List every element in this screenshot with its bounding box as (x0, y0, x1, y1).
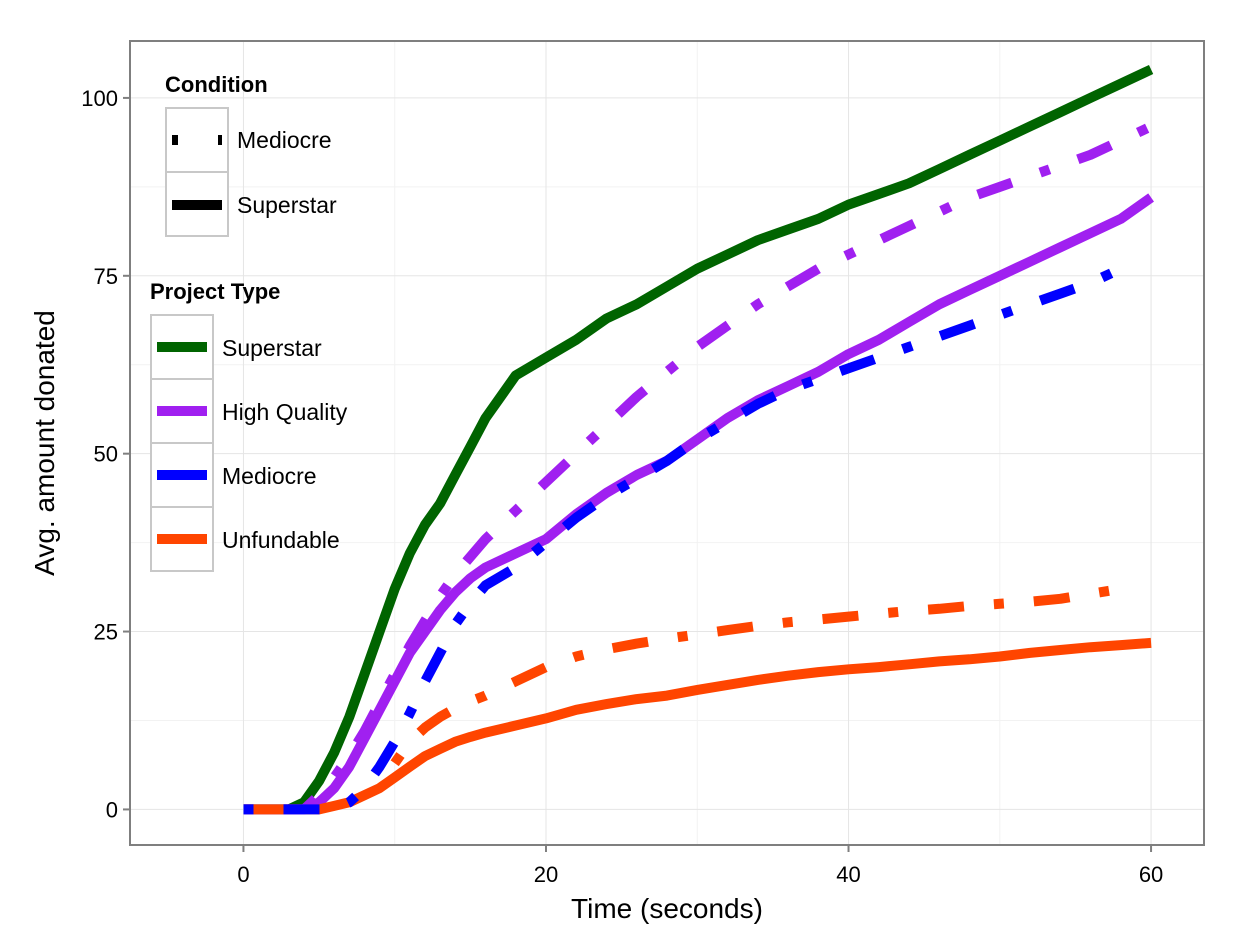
grid-lines (130, 41, 1204, 845)
series-line-mediocre-mediocre (243, 264, 1123, 815)
project-type-legend-title: Project Type (150, 279, 280, 304)
condition-legend: Condition Mediocre Superstar (165, 72, 337, 237)
x-tick-label: 0 (237, 862, 249, 887)
project-label-mediocre: Mediocre (222, 463, 317, 489)
condition-label-superstar: Superstar (237, 192, 337, 218)
x-tick-label: 20 (534, 862, 558, 887)
project-label-unfundable: Unfundable (222, 527, 340, 553)
x-tick-label: 40 (836, 862, 860, 887)
project-label-high-quality: High Quality (222, 399, 348, 425)
series-line-unfundable-superstar (243, 637, 1152, 815)
condition-label-mediocre: Mediocre (237, 127, 332, 153)
x-axis-title: Time (seconds) (571, 893, 763, 924)
plot-panel-border (129, 40, 1205, 846)
y-tick-label: 75 (94, 264, 118, 289)
project-label-superstar: Superstar (222, 335, 322, 361)
series-line-superstar-superstar (243, 64, 1154, 815)
y-tick-label: 25 (94, 620, 118, 645)
series-lines (243, 64, 1154, 815)
y-tick-label: 0 (106, 797, 118, 822)
y-axis-title: Avg. amount donated (29, 310, 60, 576)
condition-legend-title: Condition (165, 72, 268, 97)
x-tick-label: 60 (1139, 862, 1163, 887)
y-tick-label: 100 (81, 86, 118, 111)
series-line-high-quality-mediocre (243, 121, 1154, 815)
y-tick-label: 50 (94, 442, 118, 467)
axes: 0 20 40 60 0 25 50 75 100 (81, 86, 1163, 887)
project-type-legend: Project Type Superstar High Quality Medi… (150, 279, 348, 572)
